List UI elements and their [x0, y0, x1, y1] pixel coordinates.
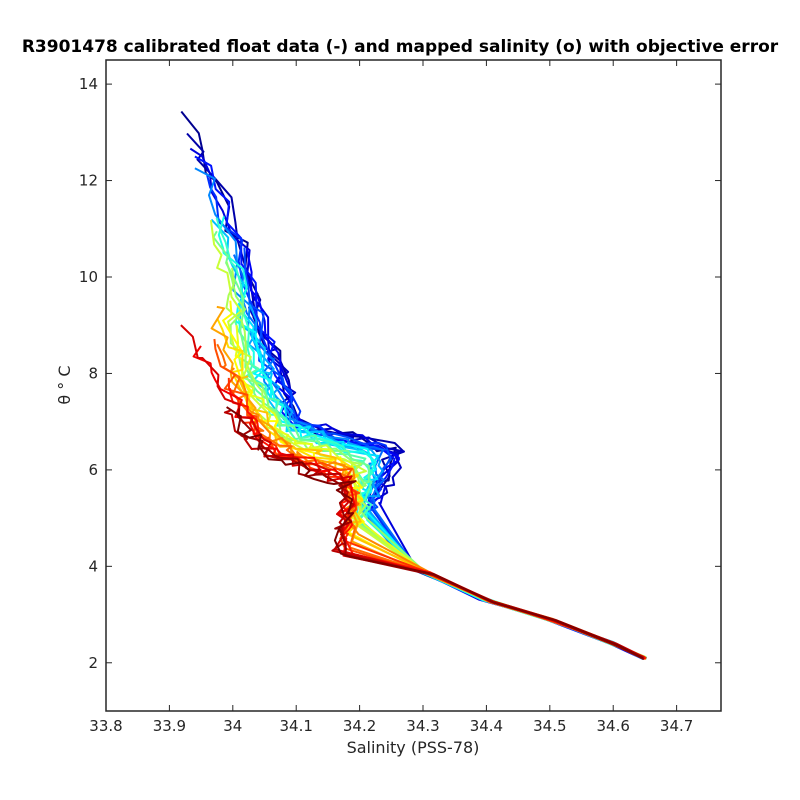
y-axis: 2 4 6 8 10 12 14 [79, 75, 721, 672]
y-tick-label: 8 [88, 364, 98, 382]
profile-line [225, 267, 647, 659]
x-tick-label: 34.4 [470, 717, 503, 735]
plot-area [180, 110, 648, 661]
x-tick-label: 34.6 [597, 717, 630, 735]
y-tick-label: 6 [88, 461, 98, 479]
profile-line [223, 409, 644, 659]
profile-line [194, 167, 645, 660]
axes-box [105, 59, 722, 712]
x-axis-label: Salinity (PSS-78) [347, 738, 480, 757]
profile-line [192, 345, 645, 660]
x-tick-label: 33.8 [89, 717, 122, 735]
profile-line [233, 319, 644, 660]
profile-line [209, 219, 644, 659]
chart-title: R3901478 calibrated float data (-) and m… [22, 37, 779, 57]
profile-line [240, 281, 648, 660]
x-tick-label: 33.9 [153, 717, 186, 735]
y-tick-label: 2 [88, 654, 98, 672]
profile-line [226, 406, 644, 660]
profile-line [225, 261, 645, 659]
profile-line [206, 175, 644, 659]
y-axis-label: θ ° C [55, 365, 74, 404]
profile-line [248, 304, 647, 660]
y-tick-label: 12 [79, 172, 98, 190]
x-tick-label: 34.5 [533, 717, 566, 735]
y-tick-label: 14 [79, 75, 98, 93]
profile-line [180, 110, 646, 660]
x-tick-label: 34 [223, 717, 242, 735]
profile-line [222, 300, 644, 660]
profile-line [235, 295, 644, 660]
x-tick-label: 34.2 [343, 717, 376, 735]
x-tick-label: 34.1 [280, 717, 313, 735]
x-axis: 33.8 33.9 34 34.1 34.2 34.3 34.4 34.5 34.6 34.7 [89, 60, 693, 735]
y-tick-label: 4 [88, 557, 98, 575]
y-tick-label: 10 [79, 268, 98, 286]
x-tick-label: 34.7 [660, 717, 693, 735]
x-tick-label: 34.3 [406, 717, 439, 735]
profile-line [234, 325, 645, 660]
